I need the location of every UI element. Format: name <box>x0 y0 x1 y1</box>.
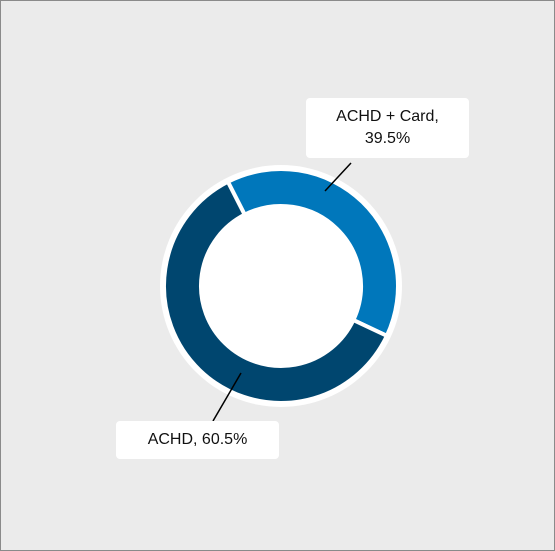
data-label: ACHD, 60.5% <box>116 421 279 459</box>
donut-segment <box>162 179 390 405</box>
leader-line <box>324 162 352 192</box>
data-label: ACHD + Card, 39.5% <box>306 98 469 158</box>
donut-segment <box>225 167 400 339</box>
leader-line <box>212 372 242 422</box>
donut-hole <box>203 208 359 364</box>
